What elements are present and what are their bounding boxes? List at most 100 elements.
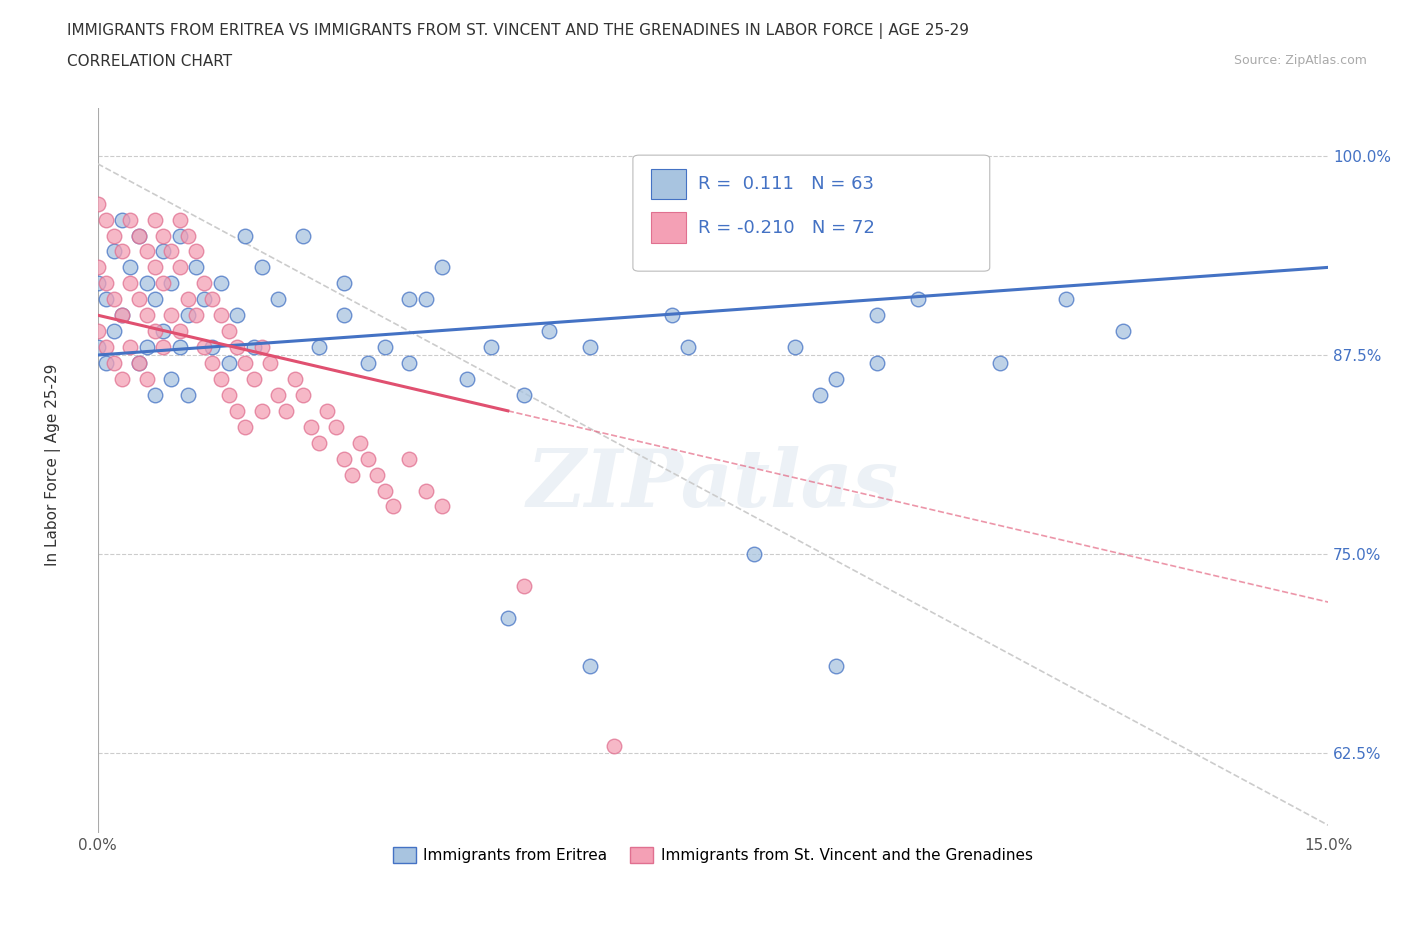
- Point: [184, 244, 207, 259]
- Point: [661, 308, 683, 323]
- Point: [242, 339, 264, 354]
- Text: ZIPatlas: ZIPatlas: [527, 446, 898, 524]
- Point: [374, 339, 396, 354]
- Point: [226, 339, 249, 354]
- Point: [111, 308, 134, 323]
- Point: [128, 355, 150, 370]
- Point: [579, 658, 602, 673]
- Point: [177, 228, 200, 243]
- Point: [316, 404, 339, 418]
- Point: [537, 324, 560, 339]
- Point: [742, 547, 765, 562]
- Point: [415, 483, 437, 498]
- Point: [135, 244, 157, 259]
- Point: [218, 355, 240, 370]
- Point: [218, 324, 240, 339]
- Point: [160, 276, 183, 291]
- Point: [381, 499, 404, 514]
- Point: [128, 355, 150, 370]
- Point: [226, 404, 249, 418]
- Point: [201, 292, 224, 307]
- FancyBboxPatch shape: [651, 212, 686, 243]
- Point: [415, 292, 437, 307]
- Point: [678, 339, 700, 354]
- Point: [160, 244, 183, 259]
- Point: [120, 260, 142, 275]
- Point: [111, 212, 134, 227]
- Point: [866, 355, 889, 370]
- Point: [513, 578, 536, 593]
- Point: [603, 738, 626, 753]
- Point: [783, 339, 806, 354]
- Point: [242, 371, 264, 386]
- Point: [340, 467, 363, 482]
- Point: [169, 228, 191, 243]
- Point: [94, 276, 117, 291]
- Point: [291, 228, 314, 243]
- Point: [430, 499, 453, 514]
- Point: [193, 339, 215, 354]
- Point: [398, 292, 420, 307]
- Point: [177, 388, 200, 403]
- Point: [357, 451, 380, 466]
- Point: [233, 228, 256, 243]
- Text: In Labor Force | Age 25-29: In Labor Force | Age 25-29: [45, 364, 62, 566]
- Point: [135, 371, 157, 386]
- Point: [349, 435, 371, 450]
- Point: [291, 388, 314, 403]
- Point: [808, 388, 831, 403]
- Text: CORRELATION CHART: CORRELATION CHART: [67, 54, 232, 69]
- Point: [218, 388, 240, 403]
- Point: [209, 371, 232, 386]
- Point: [128, 292, 150, 307]
- Point: [209, 308, 232, 323]
- Point: [169, 212, 191, 227]
- Point: [193, 276, 215, 291]
- Point: [86, 339, 108, 354]
- Point: [332, 308, 354, 323]
- Point: [143, 324, 166, 339]
- Point: [267, 388, 290, 403]
- Point: [135, 308, 157, 323]
- Point: [111, 244, 134, 259]
- Point: [456, 371, 478, 386]
- Point: [169, 260, 191, 275]
- Point: [332, 276, 354, 291]
- Point: [283, 371, 305, 386]
- Point: [366, 467, 388, 482]
- Point: [94, 339, 117, 354]
- Point: [259, 355, 281, 370]
- Point: [103, 292, 125, 307]
- Point: [988, 355, 1011, 370]
- Point: [308, 339, 330, 354]
- Point: [201, 355, 224, 370]
- Point: [907, 292, 929, 307]
- Point: [250, 404, 273, 418]
- Point: [128, 228, 150, 243]
- Point: [177, 308, 200, 323]
- Point: [226, 308, 249, 323]
- Point: [86, 260, 108, 275]
- Legend: Immigrants from Eritrea, Immigrants from St. Vincent and the Grenadines: Immigrants from Eritrea, Immigrants from…: [387, 841, 1039, 869]
- Point: [94, 212, 117, 227]
- Point: [250, 260, 273, 275]
- Point: [209, 276, 232, 291]
- Point: [103, 228, 125, 243]
- Point: [193, 292, 215, 307]
- Point: [143, 388, 166, 403]
- Point: [143, 260, 166, 275]
- Point: [86, 196, 108, 211]
- Point: [152, 324, 174, 339]
- Text: IMMIGRANTS FROM ERITREA VS IMMIGRANTS FROM ST. VINCENT AND THE GRENADINES IN LAB: IMMIGRANTS FROM ERITREA VS IMMIGRANTS FR…: [67, 23, 970, 39]
- Point: [308, 435, 330, 450]
- Point: [128, 228, 150, 243]
- Point: [120, 276, 142, 291]
- Point: [111, 371, 134, 386]
- Point: [233, 419, 256, 434]
- Point: [299, 419, 322, 434]
- Point: [1054, 292, 1077, 307]
- Point: [143, 292, 166, 307]
- Point: [160, 308, 183, 323]
- Point: [169, 339, 191, 354]
- Point: [103, 244, 125, 259]
